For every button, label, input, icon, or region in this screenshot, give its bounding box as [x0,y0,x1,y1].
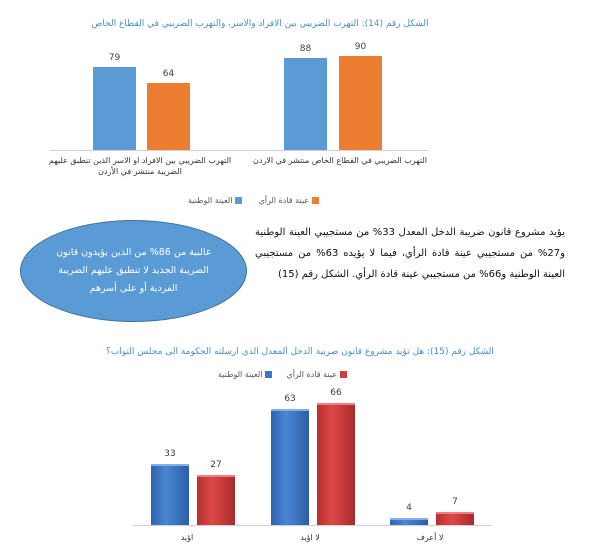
category-label: لا أعرف [416,533,444,542]
chart14-category-label: التهرب الضريبي في القطاع الخاص منتشر في … [253,156,427,165]
legend-item: العينة الوطنية [218,370,273,379]
bar-national-sample [390,517,428,525]
body-paragraph: يؤيد مشروع قانون ضريبة الدخل المعدل 33% … [255,227,566,280]
legend-item: عينة قادة الرأي [286,370,348,379]
bar-national-sample [93,67,136,150]
category-label: لا اؤيد [300,533,320,542]
chart14-title: الشكل رقم (14): التهرب الضريبي بين الافر… [91,19,429,29]
callout-ellipse: غالبية من 86% من الذين يؤيدون قانون الضر… [20,220,247,322]
chart14-baseline [50,150,428,151]
chart14: التهرب الضريبي بين الافراد او الاسر الذي… [0,0,601,210]
value-label: 33 [164,449,176,459]
bar-opinion-leaders [436,512,474,525]
bar-opinion-leaders [339,56,382,150]
chart15-baseline [133,525,492,526]
bar-opinion-leaders [197,475,235,525]
value-label: 64 [162,69,175,80]
legend-label: عينة قادة الرأي [258,196,310,205]
legend-label: عينة قادة الرأي [286,370,338,379]
bar-national-sample [284,58,327,150]
chart15-legend: عينة قادة الرأي العينة الوطنية [218,370,348,379]
value-label: 90 [354,42,367,52]
value-label: 27 [210,460,222,471]
legend-label: العينة الوطنية [188,196,233,205]
value-label: 4 [406,502,412,513]
value-label: 79 [108,53,121,64]
bar-opinion-leaders [147,83,190,150]
callout-text: غالبية من 86% من الذين يؤيدون قانون الضر… [56,247,211,294]
chart14-legend: عينة قادة الرأي العينة الوطنية [188,196,320,205]
bar-national-sample [271,408,309,525]
chart15-title: الشكل رقم (15): هل تؤيد مشروع قانون ضريب… [106,347,494,357]
legend-label: العينة الوطنية [218,370,263,379]
legend-item: عينة قادة الرأي [258,196,320,205]
category-label: اؤيد [180,533,194,542]
value-label: 88 [299,44,312,55]
chart14-category-label: التهرب الضريبي بين الافراد او الاسر الذي… [48,156,232,176]
value-label: 66 [330,388,342,398]
value-label: 63 [284,393,296,404]
legend-swatch [340,371,348,378]
legend-swatch [235,197,243,204]
value-label: 7 [452,497,458,508]
legend-swatch [312,197,320,204]
legend-swatch [265,371,273,378]
legend-item: العينة الوطنية [188,196,243,205]
bar-national-sample [151,464,189,525]
bar-opinion-leaders [317,403,355,525]
